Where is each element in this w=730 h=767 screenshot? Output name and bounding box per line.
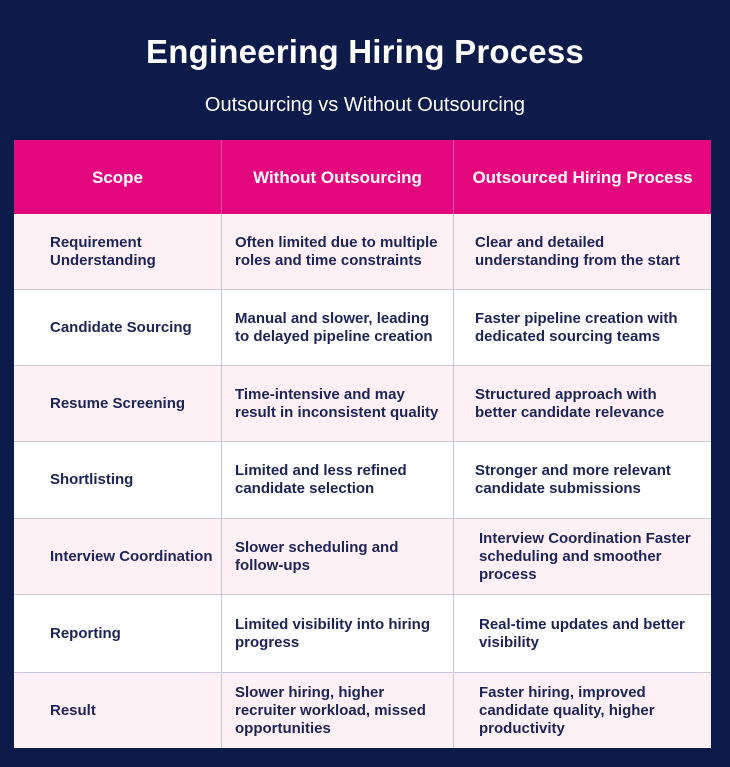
row-scope: Result <box>14 673 222 748</box>
comparison-table: Scope Without Outsourcing Outsourced Hir… <box>14 140 711 748</box>
page-subtitle: Outsourcing vs Without Outsourcing <box>204 94 526 116</box>
row-scope: Interview Coordination <box>14 519 222 595</box>
header-scope: Scope <box>14 140 222 214</box>
row-without: Often limited due to multiple roles and … <box>222 214 454 290</box>
row-without: Manual and slower, leading to delayed pi… <box>222 290 454 366</box>
row-scope: Requirement Understanding <box>14 214 222 290</box>
page-title: Engineering Hiring Process <box>146 33 584 70</box>
row-outsourced: Clear and detailed understanding from th… <box>454 214 711 290</box>
row-outsourced: Faster pipeline creation with dedicated … <box>454 290 711 366</box>
row-outsourced: Interview Coordination Faster scheduling… <box>454 519 711 595</box>
row-scope: Resume Screening <box>14 366 222 442</box>
row-without: Time-intensive and may result in inconsi… <box>222 366 454 442</box>
row-outsourced: Real-time updates and better visibility <box>454 595 711 673</box>
row-scope: Reporting <box>14 595 222 673</box>
row-without: Slower hiring, higher recruiter workload… <box>222 673 454 748</box>
row-without: Limited visibility into hiring progress <box>222 595 454 673</box>
header-outsourced: Outsourced Hiring Process <box>454 140 711 214</box>
row-outsourced: Structured approach with better candidat… <box>454 366 711 442</box>
row-without: Slower scheduling and follow-ups <box>222 519 454 595</box>
row-without: Limited and less refined candidate selec… <box>222 442 454 519</box>
row-scope: Shortlisting <box>14 442 222 519</box>
row-scope: Candidate Sourcing <box>14 290 222 366</box>
row-outsourced: Stronger and more relevant candidate sub… <box>454 442 711 519</box>
row-outsourced: Faster hiring, improved candidate qualit… <box>454 673 711 748</box>
header-without-outsourcing: Without Outsourcing <box>222 140 454 214</box>
